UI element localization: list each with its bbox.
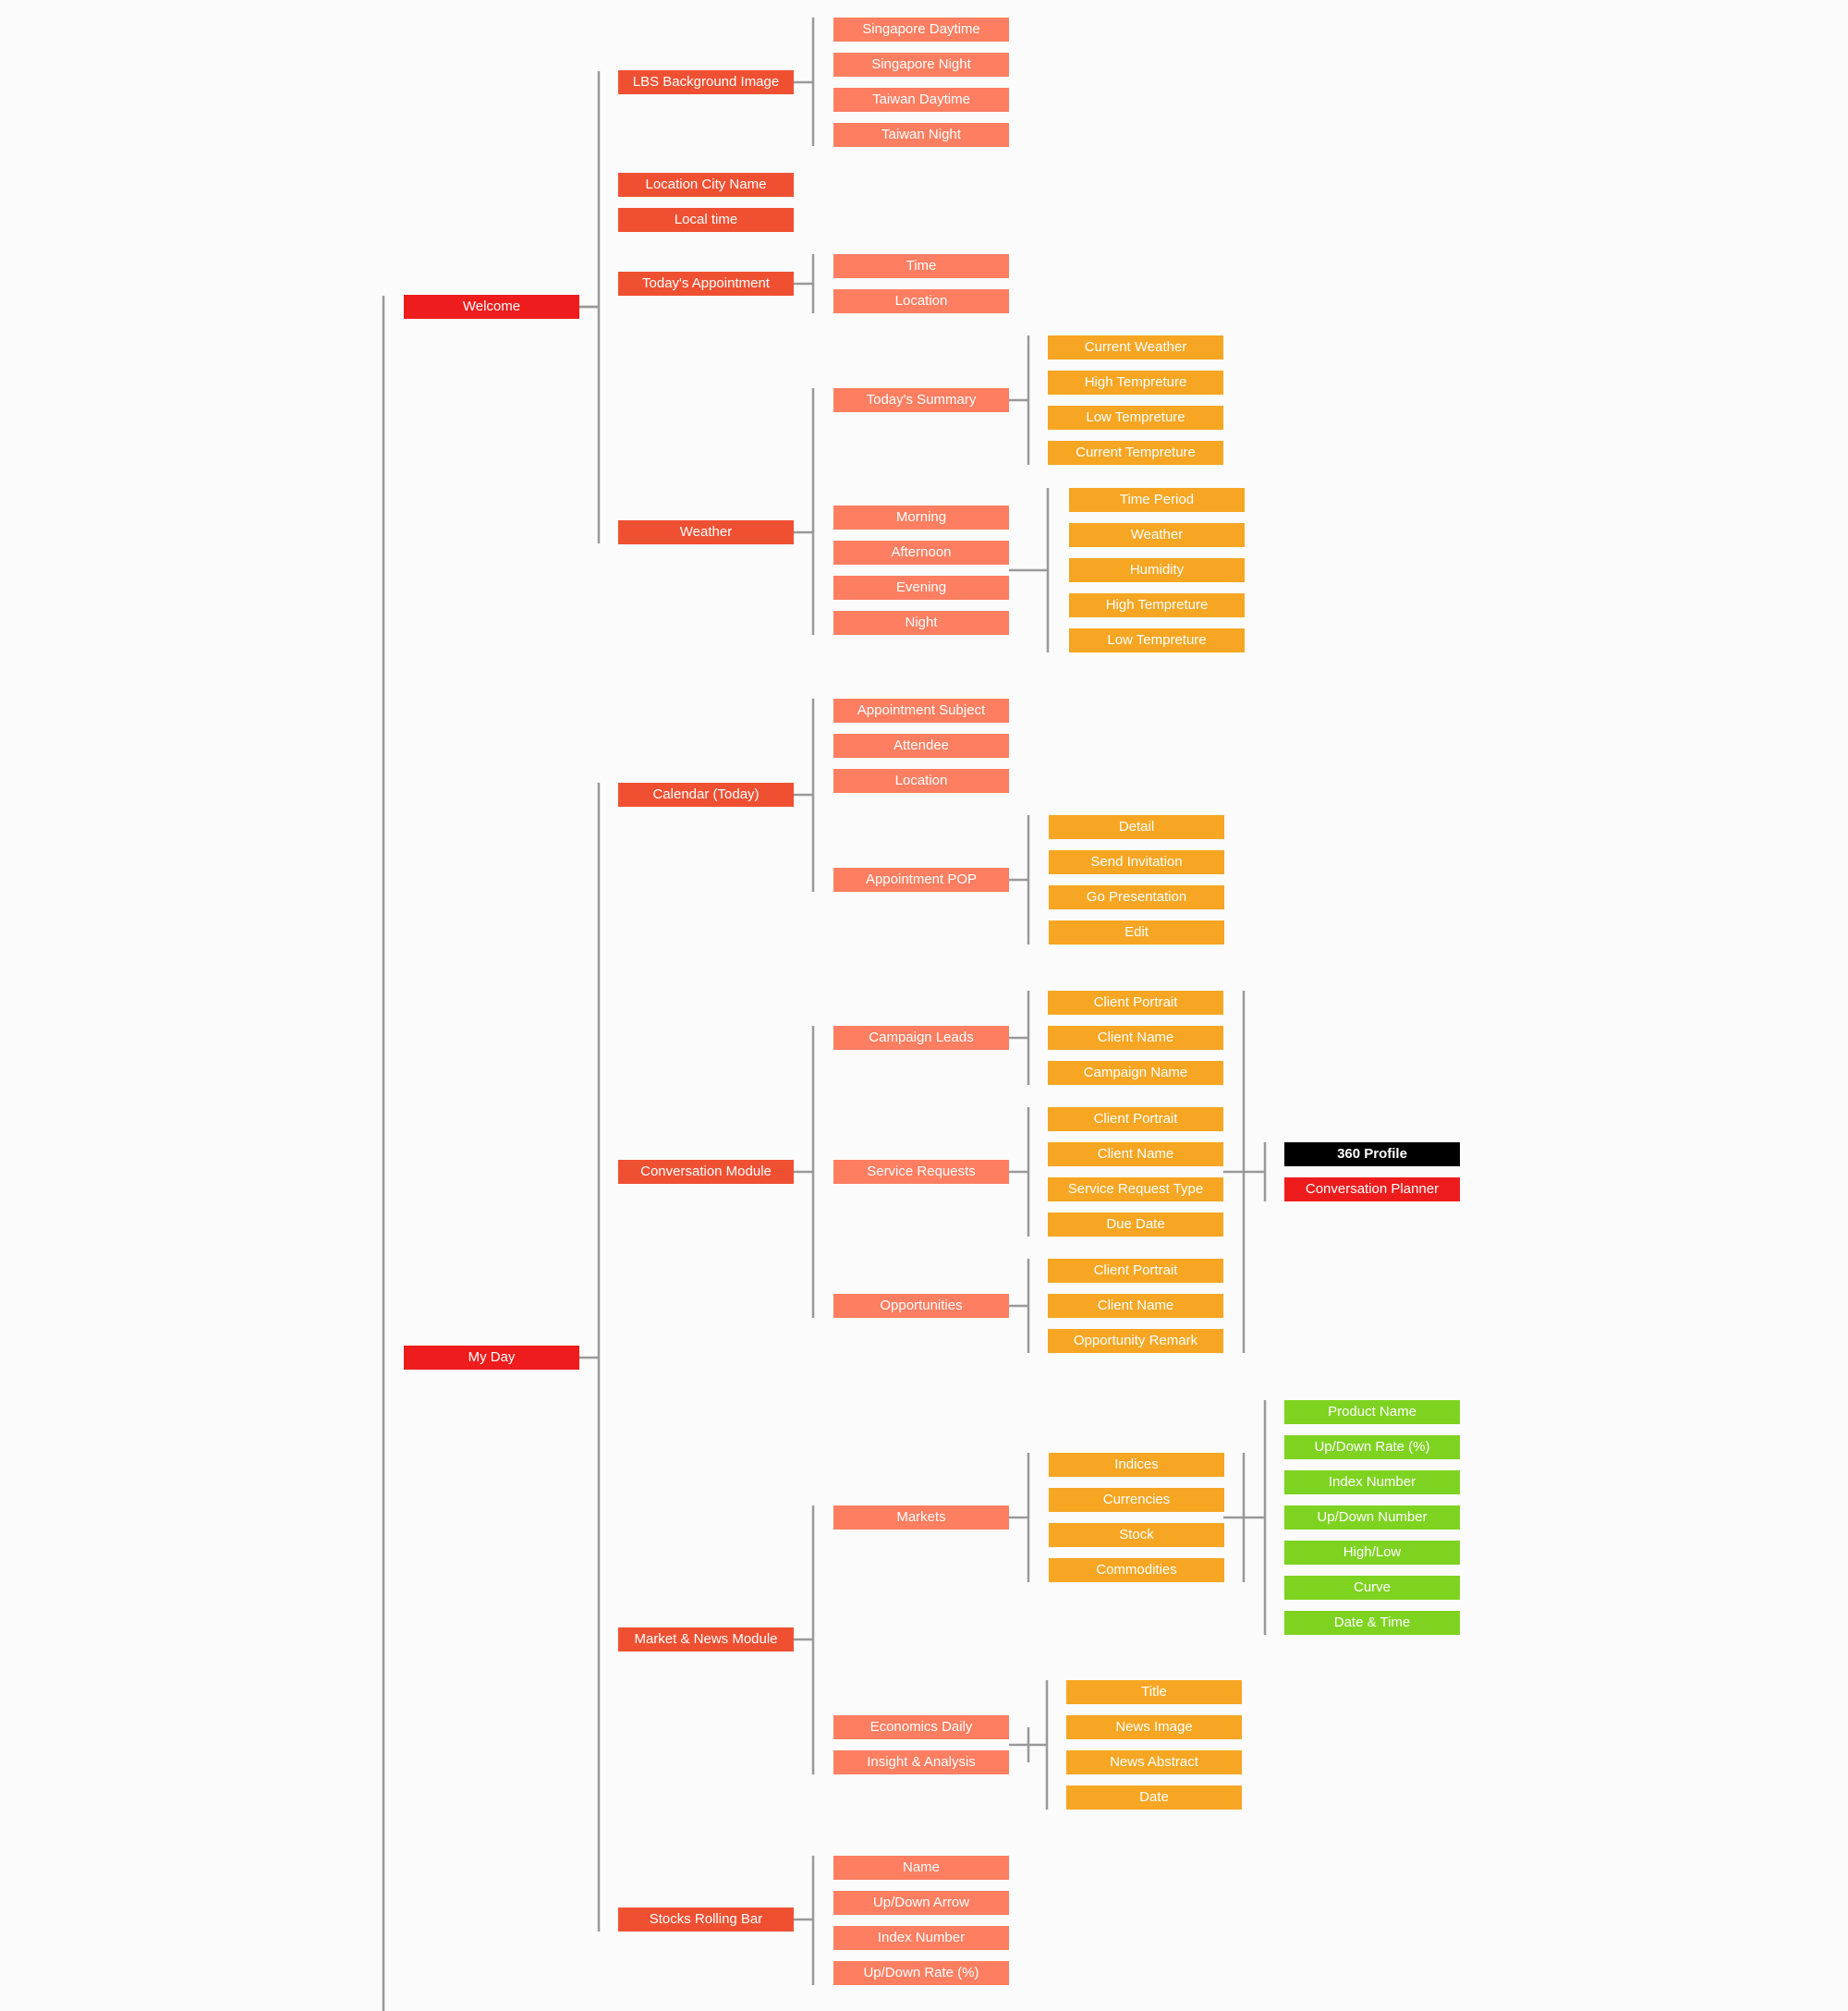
node-indices: Indices [1049,1453,1224,1477]
node-attendee: Attendee [833,734,1009,758]
node-singapore-daytime: Singapore Daytime [833,18,1009,42]
node-service-client-name: Client Name [1048,1142,1223,1166]
node-current-weather: Current Weather [1048,335,1223,360]
node-service-client-portrait: Client Portrait [1048,1107,1223,1131]
node-stock: Stock [1049,1523,1224,1547]
node-conversation-planner: Conversation Planner [1284,1177,1460,1201]
node-appointment-time: Time [833,254,1009,278]
node-opportunity-client-name: Client Name [1048,1294,1223,1318]
node-up-down-arrow: Up/Down Arrow [833,1891,1009,1915]
node-curve: Curve [1284,1576,1460,1600]
node-calendar-today: Calendar (Today) [618,783,794,807]
node-news-image: News Image [1066,1715,1242,1739]
node-appointment-pop: Appointment POP [833,868,1009,892]
node-taiwan-night: Taiwan Night [833,123,1009,147]
node-high-low: High/Low [1284,1541,1460,1565]
node-period-low-tempreture: Low Tempreture [1069,628,1245,652]
node-go-presentation: Go Presentation [1049,885,1224,909]
node-news-title: Title [1066,1680,1242,1704]
node-local-time: Local time [618,208,794,232]
node-product-name: Product Name [1284,1400,1460,1424]
node-calendar-location: Location [833,769,1009,793]
node-opportunities: Opportunities [833,1294,1009,1318]
node-period-high-tempreture: High Tempreture [1069,593,1245,617]
node-todays-appointment: Today's Appointment [618,272,794,296]
node-detail: Detail [1049,815,1224,839]
node-insight-analysis: Insight & Analysis [833,1750,1009,1774]
node-edit: Edit [1049,920,1224,945]
node-summary-low-tempreture: Low Tempreture [1048,406,1223,430]
node-time-period: Time Period [1069,488,1245,512]
node-campaign-client-portrait: Client Portrait [1048,991,1223,1015]
node-stock-name: Name [833,1856,1009,1880]
node-lbs-background-image: LBS Background Image [618,70,794,94]
node-service-requests: Service Requests [833,1160,1009,1184]
node-market-index-number: Index Number [1284,1470,1460,1494]
node-stock-up-down-rate: Up/Down Rate (%) [833,1961,1009,1985]
node-afternoon: Afternoon [833,541,1009,565]
node-conversation-module: Conversation Module [618,1160,794,1184]
node-360-profile: 360 Profile [1284,1142,1460,1166]
node-campaign-client-name: Client Name [1048,1026,1223,1050]
node-opportunity-remark: Opportunity Remark [1048,1329,1223,1353]
node-service-request-type: Service Request Type [1048,1177,1223,1201]
node-opportunity-client-portrait: Client Portrait [1048,1259,1223,1283]
node-night: Night [833,611,1009,635]
node-singapore-night: Singapore Night [833,53,1009,77]
node-stocks-rolling-bar: Stocks Rolling Bar [618,1907,794,1932]
node-due-date: Due Date [1048,1213,1223,1237]
node-taiwan-daytime: Taiwan Daytime [833,88,1009,112]
node-my-day: My Day [404,1346,579,1370]
node-weather: Weather [618,520,794,544]
node-news-date: Date [1066,1786,1242,1810]
node-stock-index-number: Index Number [833,1926,1009,1950]
node-campaign-leads: Campaign Leads [833,1026,1009,1050]
node-date-time: Date & Time [1284,1611,1460,1635]
node-appointment-location: Location [833,289,1009,313]
node-welcome: Welcome [404,295,579,319]
node-market-up-down-rate: Up/Down Rate (%) [1284,1435,1460,1459]
node-markets: Markets [833,1505,1009,1530]
node-evening: Evening [833,576,1009,600]
node-todays-summary: Today's Summary [833,388,1009,412]
node-economics-daily: Economics Daily [833,1715,1009,1739]
node-period-weather: Weather [1069,523,1245,547]
node-appointment-subject: Appointment Subject [833,699,1009,723]
node-morning: Morning [833,506,1009,530]
node-commodities: Commodities [1049,1558,1224,1582]
node-news-abstract: News Abstract [1066,1750,1242,1774]
node-up-down-number: Up/Down Number [1284,1505,1460,1530]
node-campaign-name: Campaign Name [1048,1061,1223,1085]
node-humidity: Humidity [1069,558,1245,582]
node-market-news-module: Market & News Module [618,1627,794,1651]
node-location-city-name: Location City Name [618,173,794,197]
node-currencies: Currencies [1049,1488,1224,1512]
node-current-tempreture: Current Tempreture [1048,441,1223,465]
node-send-invitation: Send Invitation [1049,850,1224,874]
node-summary-high-tempreture: High Tempreture [1048,371,1223,395]
